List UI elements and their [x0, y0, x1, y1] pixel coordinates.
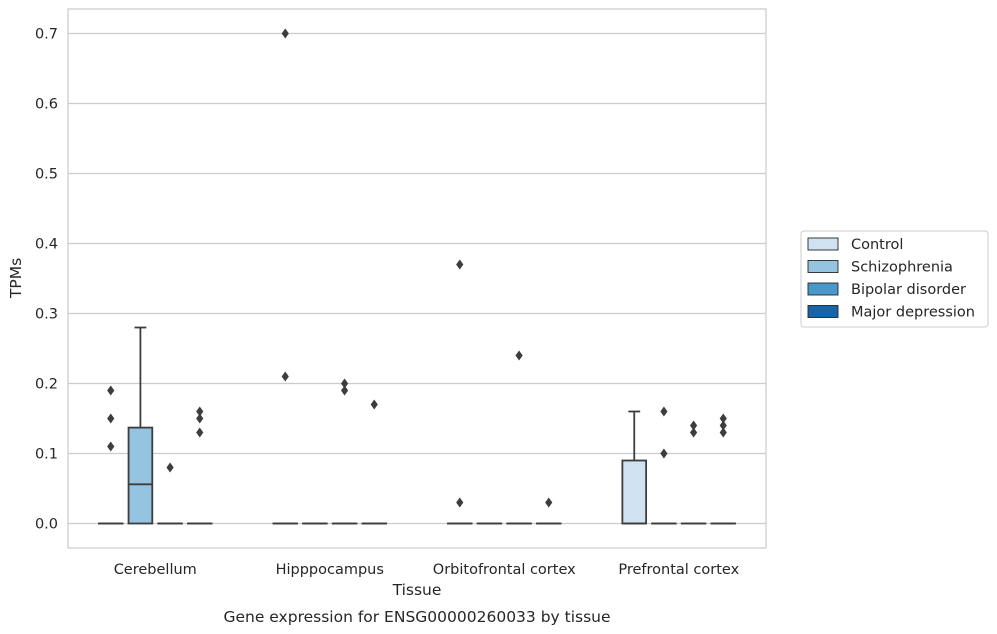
- outlier-point: [196, 427, 204, 438]
- outlier-point: [196, 413, 204, 424]
- x-tick-label: Prefrontal cortex: [618, 562, 739, 578]
- y-tick-label: 0.0: [35, 517, 58, 533]
- outlier-point: [689, 420, 698, 431]
- box-0-1: [272, 28, 299, 525]
- outlier-point: [196, 406, 204, 417]
- outlier-point: [107, 441, 115, 452]
- legend-label: Major depression: [851, 305, 975, 321]
- outlier-point: [166, 462, 174, 473]
- y-axis-label: TPMs: [7, 258, 25, 299]
- box-3-3: [710, 413, 737, 525]
- y-tick-label: 0.5: [35, 167, 58, 183]
- gridlines: [68, 32, 766, 525]
- x-tick-label: Hipppocampus: [276, 562, 384, 578]
- x-axis-label: Tissue: [392, 581, 442, 599]
- box-2-2: [506, 350, 532, 525]
- y-axis-ticks: 0.0 0.1 0.2 0.3 0.4 0.5 0.6 0.7: [35, 27, 58, 533]
- legend: Control Schizophrenia Bipolar disorder Majo…: [800, 230, 989, 328]
- y-tick-label: 0.3: [35, 307, 58, 323]
- box-2-1: [331, 378, 358, 525]
- box-3-2: [535, 497, 562, 525]
- outlier-point: [719, 413, 727, 424]
- box-body: [127, 426, 154, 525]
- legend-label: Bipolar disorder: [851, 282, 966, 298]
- outlier-point: [340, 385, 349, 396]
- legend-swatch: [807, 282, 839, 296]
- legend-swatch: [807, 305, 839, 318]
- outlier-point: [689, 427, 698, 438]
- x-tick-label: Orbitofrontal cortex: [433, 562, 576, 578]
- y-tick-label: 0.1: [35, 447, 58, 463]
- outlier-point: [660, 448, 668, 459]
- box-0-0: [97, 385, 124, 525]
- outlier-point: [340, 378, 349, 389]
- outlier-point: [107, 413, 115, 424]
- box-0-2: [446, 259, 473, 525]
- x-axis-ticks: Cerebellum Hipppocampus Orbitofrontal cort…: [114, 562, 740, 578]
- outlier-point: [281, 28, 289, 39]
- outlier-point: [107, 385, 115, 396]
- box-3-1: [361, 399, 388, 525]
- outlier-point: [370, 399, 378, 410]
- box-body: [621, 459, 648, 525]
- box-2-3: [680, 420, 707, 525]
- y-tick-label: 0.2: [35, 377, 58, 393]
- outlier-point: [660, 406, 668, 417]
- y-tick-label: 0.7: [35, 27, 58, 43]
- outlier-point: [456, 497, 464, 508]
- legend-label: Control: [851, 237, 903, 253]
- boxes-layer: [97, 28, 737, 525]
- chart-caption: Gene expression for ENSG00000260033 by t…: [223, 608, 610, 626]
- legend-frame: [800, 230, 989, 328]
- legend-swatch: [807, 237, 839, 251]
- y-tick-label: 0.6: [35, 97, 58, 113]
- outlier-point: [456, 259, 464, 270]
- box-1-3: [651, 406, 677, 525]
- box-0-3: [621, 410, 648, 525]
- outlier-point: [545, 497, 553, 508]
- x-tick-label: Cerebellum: [114, 562, 197, 578]
- legend-label: Schizophrenia: [851, 260, 953, 276]
- box-3-0: [186, 406, 213, 525]
- plot-area-frame: [67, 8, 767, 549]
- y-tick-label: 0.4: [35, 237, 58, 253]
- outlier-point: [719, 427, 727, 438]
- legend-swatch: [807, 260, 839, 273]
- outlier-point: [719, 420, 727, 431]
- box-2-0: [157, 462, 183, 525]
- box-1-0: [127, 326, 154, 525]
- outlier-point: [281, 371, 289, 382]
- outlier-point: [515, 350, 523, 361]
